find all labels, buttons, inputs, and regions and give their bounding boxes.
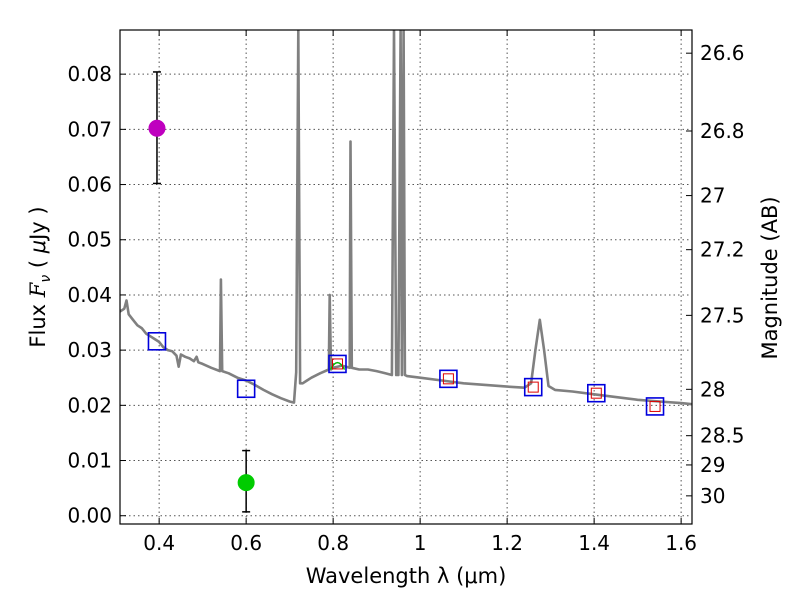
x-tick-label: 1.2 [491,531,523,555]
x-tick-label: 1.6 [665,531,697,555]
y-tick-label: 0.05 [67,228,112,252]
x-tick-label: 0.6 [230,531,262,555]
y-tick-label: 0.06 [67,173,112,197]
model-photometry-square [147,332,167,351]
observed-band-square [527,381,539,393]
y-tick-label: 0.07 [67,117,112,141]
plot-background [120,30,692,524]
y-axis: 0.00 0.01 0.02 0.03 0.04 0.05 0.06 0.07 0.08 [67,62,126,528]
data-markers [147,71,665,513]
model-spectrum [120,30,692,406]
model-photometry-square [439,369,458,389]
x-axis-label: Wavelength λ (μm) [306,564,507,588]
filter-curve [329,361,346,370]
y-label-nu: ν [38,275,54,283]
y-axis-label: Flux Fν ( μJy ) [26,206,54,347]
model-photometry-square [328,354,347,374]
x-tick-label: 0.8 [317,531,349,555]
y-tick-label: 0.03 [67,338,112,362]
mag-tick-label: 26.6 [700,41,745,65]
measurement-dot [148,119,166,137]
x-tick-label: 1.4 [578,531,610,555]
y-tick-label: 0.02 [67,393,112,417]
observed-band-square [649,400,661,412]
observed-band-square [331,358,343,370]
y-label-unit: Jy ) [26,206,50,242]
model-photometry-square [645,397,665,416]
x-axis: 0.4 0.6 0.8 1 1.2 1.4 1.6 [143,30,697,555]
mag-tick-label: 30 [700,484,725,508]
mag-tick-label: 28 [700,377,725,401]
green-point [237,449,255,513]
y-tick-label: 0.04 [67,283,112,307]
x-tick-label: 1 [414,531,427,555]
x-tick-label: 0.4 [143,531,175,555]
y-label-mu: μ [26,240,50,254]
grid-lines [120,30,692,524]
magnitude-axis: 26.6 26.8 27 27.2 27.5 28 28.5 29 30 [686,41,745,508]
model-photometry-square [587,383,606,403]
y-tick-label: 0.08 [67,62,112,86]
mag-tick-label: 27 [700,184,725,208]
y2-axis-label: Magnitude (AB) [758,196,782,359]
observed-band-square [442,373,454,385]
plot-frame [119,29,693,525]
model-photometry-square [236,379,256,399]
y-label-open: ( [26,253,50,275]
y-label-f: F [26,281,50,298]
mag-tick-label: 27.2 [700,238,745,262]
y-label-flux: Flux [26,297,50,347]
measurement-dot [237,474,255,492]
mag-tick-label: 28.5 [700,424,745,448]
mag-tick-label: 29 [700,453,725,477]
spectrum-line [120,30,692,406]
model-photometry-square [523,377,543,397]
mag-tick-label: 26.8 [700,119,745,143]
observed-band-square [590,387,602,399]
mag-tick-label: 27.5 [700,303,745,327]
y-tick-label: 0.01 [67,449,112,473]
purple-point [148,71,166,185]
y-tick-label: 0.00 [67,504,112,528]
